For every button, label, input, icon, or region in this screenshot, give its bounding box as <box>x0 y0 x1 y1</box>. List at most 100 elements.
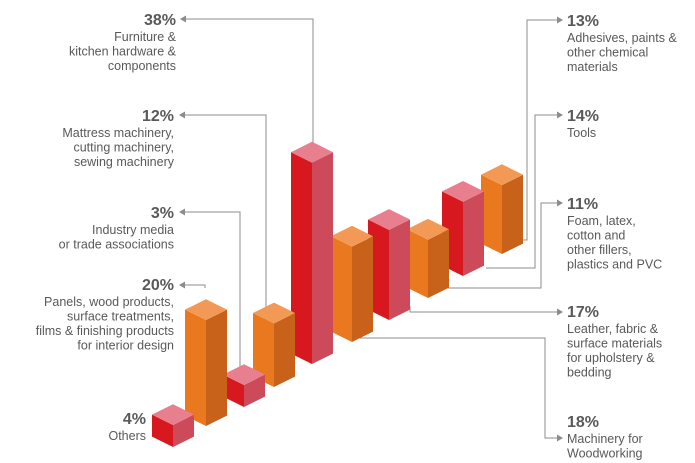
bar-left-face <box>253 313 274 387</box>
bar <box>223 364 265 407</box>
bar <box>368 209 410 320</box>
bar <box>253 302 295 387</box>
bar <box>331 225 373 342</box>
bar <box>407 218 449 298</box>
arrow-icon <box>557 308 563 316</box>
category-name-line: cotton and <box>567 229 625 243</box>
arrow-icon <box>179 281 185 289</box>
leader-line <box>448 202 557 289</box>
category-label: 20%Panels, wood products,surface treatme… <box>36 277 174 353</box>
arrow-icon <box>557 16 563 24</box>
category-name-line: Tools <box>567 126 596 140</box>
bar-right-face <box>244 374 265 407</box>
arrow-icon <box>179 208 185 216</box>
bar-right-face <box>389 219 410 320</box>
bar-top-face <box>223 364 265 385</box>
leader-line <box>348 337 557 439</box>
percent-label: 13% <box>567 13 599 30</box>
percent-label: 17% <box>567 304 599 321</box>
category-name-line: surface materials <box>567 337 662 351</box>
percent-label: 14% <box>567 108 599 125</box>
bar-right-face <box>502 174 523 254</box>
bar-right-face <box>428 229 449 298</box>
leader-line <box>185 114 267 340</box>
arrow-icon <box>557 199 563 207</box>
bar-right-face <box>352 236 373 342</box>
category-name-line: surface treatments, <box>67 310 174 324</box>
leader-line <box>409 306 557 313</box>
percent-label: 3% <box>151 205 174 222</box>
bar-top-face <box>152 404 194 425</box>
percent-label: 11% <box>567 196 598 213</box>
category-name-line: Woodworking <box>567 447 643 461</box>
leader-line <box>186 18 314 170</box>
arrow-icon <box>179 111 185 119</box>
category-name-line: for upholstery & <box>567 351 655 365</box>
bar-left-face <box>152 414 173 447</box>
percent-label: 18% <box>567 414 599 431</box>
leader-line <box>486 114 557 269</box>
category-name-line: or trade associations <box>59 238 174 252</box>
category-name-line: for interior design <box>77 339 174 353</box>
bar-left-face <box>481 174 502 254</box>
bar-left-face <box>223 374 244 407</box>
bar-top-face <box>331 225 373 247</box>
bar-right-face <box>463 191 484 276</box>
category-name-line: kitchen hardware & <box>69 45 177 59</box>
bar-right-face <box>206 309 227 426</box>
category-label: 13%Adhesives, paints &other chemicalmate… <box>567 13 677 74</box>
arrow-icon <box>557 111 563 119</box>
bar <box>481 164 523 254</box>
bar <box>152 404 194 447</box>
bar-right-face <box>312 152 333 364</box>
category-labels: 38%Furniture &kitchen hardware &componen… <box>36 12 678 461</box>
arrow-icon <box>557 434 563 442</box>
category-name-line: cutting machinery, <box>73 141 174 155</box>
category-label: 17%Leather, fabric &surface materialsfor… <box>567 304 662 380</box>
category-name-line: films & finishing products <box>36 324 174 338</box>
percent-label: 20% <box>142 277 174 294</box>
category-name-line: bedding <box>567 366 612 380</box>
bar <box>185 299 227 426</box>
category-name-line: Adhesives, paints & <box>567 31 677 45</box>
category-label: 4%Others <box>108 411 146 443</box>
bar-right-face <box>274 313 295 387</box>
bar-left-face <box>185 309 206 426</box>
category-name-line: other fillers, <box>567 243 632 257</box>
category-name-line: Panels, wood products, <box>44 295 174 309</box>
bar-top-face <box>481 164 523 186</box>
percent-label: 4% <box>123 411 146 428</box>
bar-left-face <box>407 229 428 298</box>
percent-label: 12% <box>142 108 174 125</box>
bar-left-face <box>291 152 312 364</box>
arrow-icon <box>180 15 186 23</box>
leader-lines <box>179 15 563 442</box>
category-name-line: components <box>108 59 176 73</box>
leader-line <box>185 211 241 376</box>
category-name-line: Machinery for <box>567 432 643 446</box>
category-name-line: Industry media <box>92 223 174 237</box>
category-name-line: plastics and PVC <box>567 258 662 272</box>
bar <box>291 141 333 364</box>
bar-left-face <box>331 236 352 342</box>
bar-right-face <box>173 414 194 447</box>
bar-top-face <box>291 141 333 163</box>
category-name-line: Mattress machinery, <box>62 126 174 140</box>
bar-top-face <box>407 218 449 240</box>
category-name-line: other chemical <box>567 46 648 60</box>
bar-left-face <box>368 219 389 320</box>
category-label: 38%Furniture &kitchen hardware &componen… <box>69 12 177 73</box>
bar-top-face <box>442 181 484 202</box>
category-label: 12%Mattress machinery,cutting machinery,… <box>62 108 174 169</box>
bars <box>152 141 523 447</box>
bar-top-face <box>368 209 410 230</box>
category-label: 14%Tools <box>567 108 599 140</box>
bar-top-face <box>185 299 227 320</box>
category-name-line: Others <box>108 429 146 443</box>
category-name-line: Foam, latex, <box>567 214 636 228</box>
category-name-line: sewing machinery <box>74 155 175 169</box>
